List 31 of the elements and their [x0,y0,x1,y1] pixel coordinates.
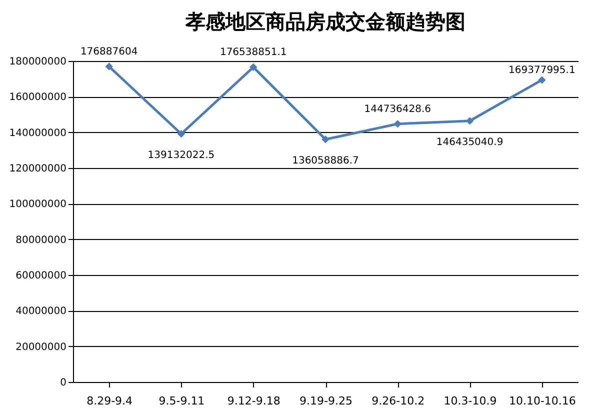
x-tick-label: 10.3-10.9 [444,394,497,408]
data-label: 136058886.7 [292,155,359,166]
data-label: 144736428.6 [364,104,432,115]
y-tick-label: 120000000 [9,164,66,174]
x-tick-label: 9.12-9.18 [227,394,280,408]
data-label: 176887604 [80,46,138,58]
x-tick-label: 9.5-9.11 [158,394,205,408]
x-tick-label: 9.19-9.25 [300,394,352,408]
y-tick-label: 40000000 [16,306,66,318]
point [466,116,474,125]
data-label: 176538851.1 [220,47,287,58]
x-tick-label: 9.26-10.2 [372,394,425,408]
x-tick-label: 8.29-9.4 [86,394,133,408]
point [322,135,330,144]
y-tick-label: 100000000 [9,199,66,210]
y-tick-label: 80000000 [16,234,66,246]
y-tick-label: 140000000 [9,128,66,139]
y-tick-label: 160000000 [9,92,66,104]
y-tick-label: 20000000 [16,342,66,353]
data-label: 146435040.9 [436,136,504,148]
point [538,76,546,84]
point [249,63,258,72]
point [177,130,186,138]
y-tick-label: 0 [60,378,66,388]
chart-title: 孝感地区商品房成交金额趋势图 [184,10,466,34]
data-label: 139132022.5 [148,150,215,161]
data-label: 169377995.1 [508,64,576,76]
y-tick-label: 180000000 [9,56,66,68]
x-tick-label: 10.10-10.16 [508,394,576,408]
point [105,62,113,70]
y-tick-label: 60000000 [16,270,66,282]
